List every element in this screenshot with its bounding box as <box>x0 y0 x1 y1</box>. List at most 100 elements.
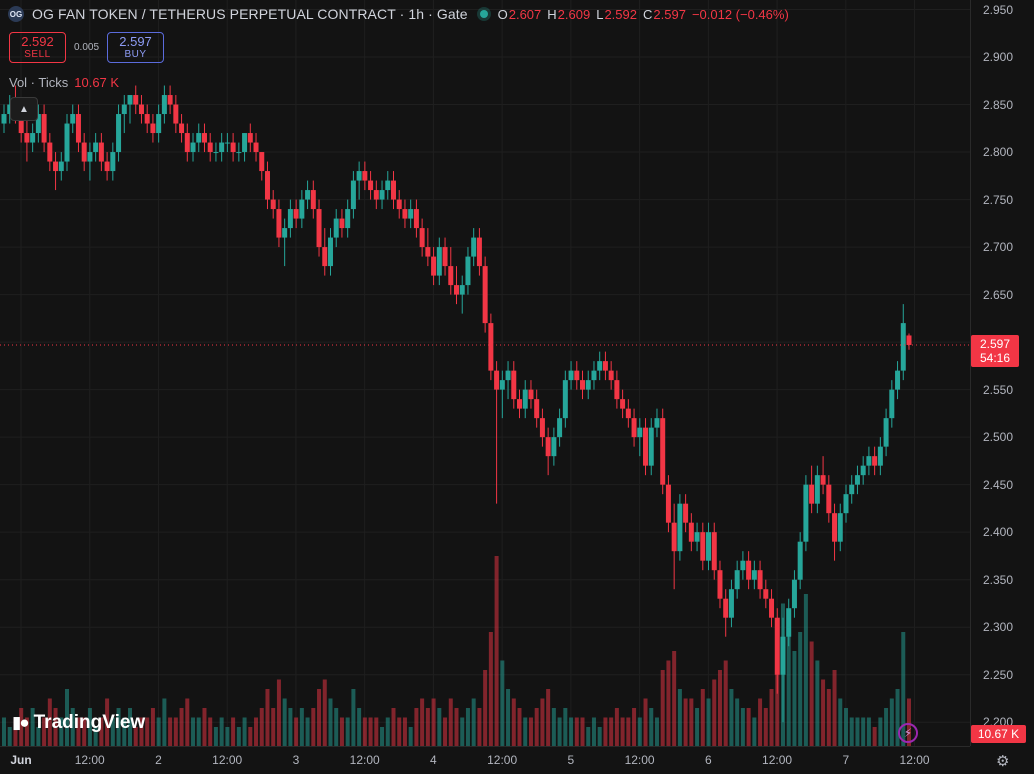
price-tick-label: 2.850 <box>983 97 1014 112</box>
ohlc-o: O2.607 <box>497 7 542 22</box>
candle-body <box>402 209 408 219</box>
price-axis[interactable]: 2.9502.9002.8502.8002.7502.7002.6502.600… <box>970 0 1034 746</box>
candle-body <box>356 171 362 181</box>
candle-body <box>448 266 454 286</box>
candle-body <box>740 560 746 571</box>
candle-body <box>723 598 729 618</box>
volume-legend[interactable]: Vol · Ticks 10.67 K <box>9 75 119 90</box>
price-tick-label: 2.650 <box>983 287 1014 302</box>
candle-body <box>310 190 316 210</box>
candle-body <box>207 142 213 153</box>
chart-plot-area[interactable] <box>0 0 970 746</box>
candle-body <box>499 380 505 390</box>
candle-body <box>299 199 305 219</box>
volume-bar <box>511 698 516 746</box>
lightning-icon[interactable]: ⚡ <box>898 723 918 743</box>
candle-body <box>293 209 299 219</box>
current-price-value: 2.597 <box>979 336 1011 351</box>
volume-bar <box>408 727 413 746</box>
candle-body <box>116 114 122 153</box>
volume-bar <box>82 717 87 746</box>
candle-body <box>264 171 270 200</box>
candle-body <box>883 418 889 447</box>
candle-body <box>322 247 328 267</box>
volume-bar <box>128 708 133 746</box>
volume-bar <box>540 698 545 746</box>
candle-body <box>797 541 803 580</box>
volume-bar <box>47 698 52 746</box>
volume-bar <box>855 717 860 746</box>
volume-bar <box>826 689 831 746</box>
chevron-up-icon[interactable]: ▲ <box>10 97 38 121</box>
candle-body <box>608 370 614 381</box>
candlestick-chart[interactable] <box>0 0 970 746</box>
candle-body <box>809 484 815 504</box>
price-tick-label: 2.450 <box>983 477 1014 492</box>
candle-body <box>93 142 99 153</box>
volume-bar <box>471 698 476 746</box>
candle-body <box>41 114 47 143</box>
candle-body <box>528 389 534 400</box>
volume-bar <box>878 717 883 746</box>
candle-body <box>413 209 419 229</box>
volume-bar <box>276 679 281 746</box>
gear-icon[interactable]: ⚙ <box>996 753 1010 770</box>
volume-bar <box>374 717 379 746</box>
candle-body <box>24 133 30 143</box>
candle-body <box>877 446 883 466</box>
volume-bar <box>236 727 241 746</box>
current-price-label: 2.597 54:16 <box>971 334 1019 367</box>
candle-body <box>408 209 414 219</box>
candle-body <box>728 589 734 618</box>
volume-bar <box>809 641 814 746</box>
volume-bar <box>907 698 911 746</box>
market-status-icon[interactable] <box>479 10 488 18</box>
volume-bar <box>282 698 287 746</box>
time-axis[interactable]: Jun 12:00 2 12:00 3 12:00 4 12:00 5 12:00 6 12:00 7 1… <box>0 746 970 774</box>
volume-bar <box>586 727 591 746</box>
candle-body <box>654 418 660 428</box>
time-tick-label: Jun <box>10 753 32 767</box>
volume-bar <box>786 613 791 746</box>
candle-body <box>694 532 700 542</box>
time-tick-label: 12:00 <box>349 753 380 767</box>
candle-body <box>763 589 769 599</box>
volume-bar <box>42 717 47 746</box>
candle-body <box>557 418 563 438</box>
candle-body <box>167 95 173 105</box>
candle-body <box>539 418 545 438</box>
volume-bar <box>93 727 98 746</box>
sell-button[interactable]: 2.592 SELL <box>9 32 66 63</box>
candle-body <box>242 133 248 153</box>
ohlc-values: O2.607 H2.609 L2.592 C2.597 <box>498 6 692 22</box>
candle-body <box>895 370 901 390</box>
candle-body <box>494 370 500 390</box>
volume-bar <box>351 689 356 746</box>
candle-body <box>339 218 345 229</box>
volume-bar <box>322 679 327 746</box>
volume-bar <box>494 556 499 746</box>
volume-bar <box>557 717 562 746</box>
sell-label: SELL <box>24 48 51 60</box>
candle-body <box>872 456 878 466</box>
volume-bar <box>294 717 299 746</box>
time-tick-label: 6 <box>704 753 712 767</box>
volume-bar <box>248 727 253 746</box>
symbol-title[interactable]: OG FAN TOKEN / TETHERUS PERPETUAL CONTRA… <box>32 6 468 22</box>
candle-body <box>476 237 482 267</box>
volume-bar <box>895 689 900 746</box>
volume-bar <box>712 679 717 746</box>
volume-bar <box>122 717 127 746</box>
volume-bar <box>815 660 820 746</box>
tradingview-logo-icon[interactable]: ▮● TradingView <box>12 712 145 734</box>
volume-bar <box>528 717 533 746</box>
candle-body <box>517 399 523 409</box>
candle-body <box>597 361 603 371</box>
time-tick-label: 12:00 <box>899 753 930 767</box>
buy-button[interactable]: 2.597 BUY <box>107 32 165 63</box>
candle-body <box>860 465 866 476</box>
volume-bar <box>397 717 402 746</box>
candle-body <box>746 560 752 580</box>
volume-bar <box>477 708 482 746</box>
volume-bar <box>150 708 155 746</box>
